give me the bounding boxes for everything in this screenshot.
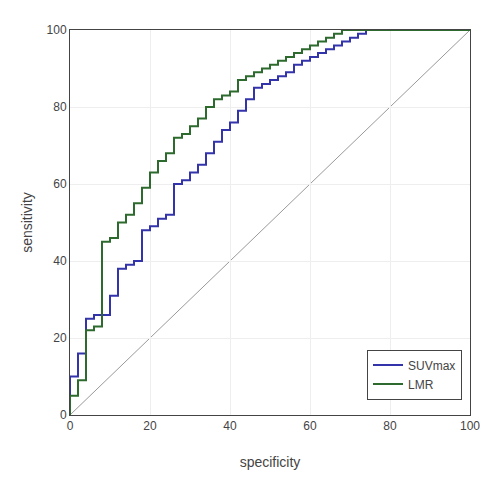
svg-text:LMR: LMR bbox=[408, 378, 434, 392]
svg-text:specificity: specificity bbox=[240, 454, 301, 470]
svg-text:20: 20 bbox=[143, 419, 157, 433]
svg-text:80: 80 bbox=[383, 419, 397, 433]
svg-text:100: 100 bbox=[47, 23, 67, 37]
svg-text:SUVmax: SUVmax bbox=[408, 359, 455, 373]
svg-text:40: 40 bbox=[223, 419, 237, 433]
svg-text:20: 20 bbox=[53, 331, 67, 345]
svg-text:40: 40 bbox=[53, 254, 67, 268]
svg-text:0: 0 bbox=[67, 419, 74, 433]
svg-text:80: 80 bbox=[53, 100, 67, 114]
svg-text:0: 0 bbox=[60, 408, 67, 422]
svg-text:60: 60 bbox=[303, 419, 317, 433]
svg-text:100: 100 bbox=[460, 419, 480, 433]
svg-text:60: 60 bbox=[53, 177, 67, 191]
svg-text:sensitivity: sensitivity bbox=[19, 192, 35, 253]
